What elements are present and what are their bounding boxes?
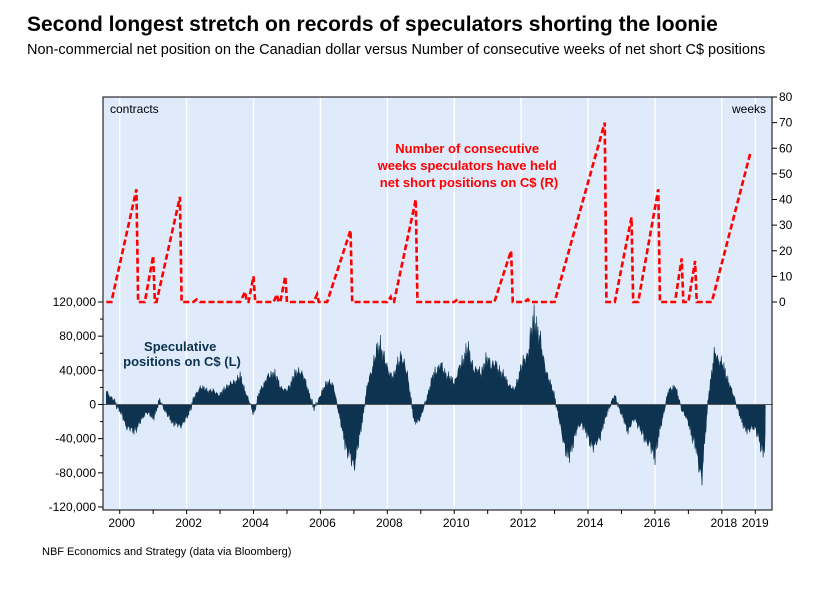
x-tick-label: 2016 [644, 516, 671, 530]
vertical-gridlines [119, 97, 756, 510]
left-tick-label: 120,000 [53, 295, 97, 309]
right-tick-label: 70 [779, 116, 793, 130]
x-tick-label: 2004 [242, 516, 269, 530]
x-tick-label: 2018 [710, 516, 737, 530]
consecutive-weeks-line [106, 122, 752, 304]
left-axis-label: contracts [110, 102, 159, 116]
x-tick-label: 2014 [577, 516, 604, 530]
x-tick-label: 2008 [376, 516, 403, 530]
weeks-annotation: Number of consecutive weeks speculators … [377, 141, 561, 190]
positions-annotation: Speculative positions on C$ (L) [123, 339, 241, 369]
source-note: NBF Economics and Strategy (data via Blo… [42, 546, 292, 558]
right-tick-label: 10 [779, 269, 793, 283]
right-tick-label: 80 [779, 90, 793, 104]
x-tick-label: 2000 [108, 516, 135, 530]
positions-annotation-line-1: Speculative [144, 339, 216, 354]
speculative-positions-area [106, 304, 766, 486]
left-tick-label: -120,000 [49, 500, 97, 514]
right-tick-label: 60 [779, 141, 793, 155]
plot-frame [102, 96, 773, 511]
left-tick-label: 0 [89, 398, 96, 412]
right-tick-label: 50 [779, 167, 793, 181]
positions-annotation-line-2: positions on C$ (L) [123, 354, 241, 369]
right-axis-label: weeks [731, 102, 766, 116]
chart-title: Second longest stretch on records of spe… [27, 13, 718, 36]
left-tick-label: 40,000 [59, 363, 96, 377]
x-tick-label: 2010 [443, 516, 470, 530]
right-tick-label: 40 [779, 193, 793, 207]
left-axis: -120,000 -80,000 -40,000 0 40,000 80,000 120,0… [49, 295, 103, 514]
chart-subtitle: Non-commercial net position on the Canad… [27, 42, 766, 58]
weeks-annotation-line-3: net short positions on C$ (R) [380, 175, 558, 190]
x-axis: 2000 2002 2004 2006 2008 2010 2012 2014 2016 2018… [108, 510, 769, 530]
x-tick-label: 2012 [510, 516, 537, 530]
plot-area [103, 97, 772, 510]
right-tick-label: 0 [779, 295, 786, 309]
x-tick-label: 2006 [309, 516, 336, 530]
left-tick-label: 80,000 [59, 329, 96, 343]
left-tick-label: -40,000 [55, 432, 96, 446]
left-tick-label: -80,000 [55, 466, 96, 480]
right-axis: 0 10 20 30 40 50 60 70 80 [772, 90, 793, 309]
weeks-annotation-line-2: weeks speculators have held [377, 158, 557, 173]
right-tick-label: 30 [779, 218, 793, 232]
right-tick-label: 20 [779, 244, 793, 258]
x-tick-label: 2002 [175, 516, 202, 530]
weeks-annotation-line-1: Number of consecutive [395, 141, 539, 156]
x-tick-label: 2019 [742, 516, 769, 530]
